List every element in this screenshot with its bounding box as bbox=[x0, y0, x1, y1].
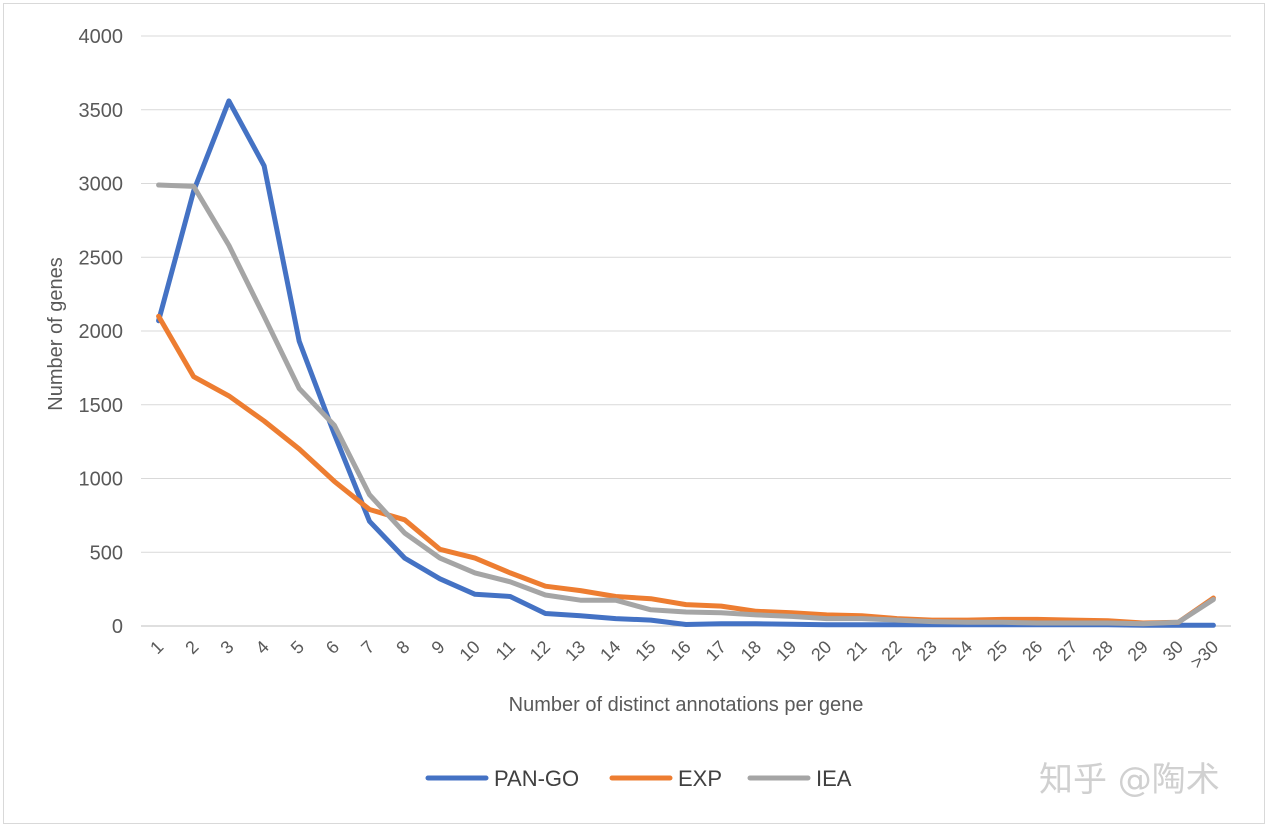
legend-label: EXP bbox=[678, 766, 722, 791]
x-axis-ticks: 1 2 3 4 5 6 7 8 9 10 11 12 13 14 15 16 17 18 19 20 21 22 23 24 2… bbox=[146, 637, 1222, 673]
x-tick-label: 15 bbox=[631, 637, 659, 665]
y-tick-label: 2500 bbox=[79, 247, 124, 269]
x-tick-label: 6 bbox=[322, 637, 343, 658]
y-axis-title: Number of genes bbox=[45, 257, 67, 410]
y-tick-label: 1500 bbox=[79, 395, 124, 417]
gridlines bbox=[141, 35, 1231, 627]
y-tick-label: 4000 bbox=[79, 26, 124, 48]
series-lines bbox=[156, 98, 1216, 628]
x-tick-label: 25 bbox=[983, 637, 1011, 665]
y-tick-label: 500 bbox=[90, 542, 123, 564]
x-tick-label: 23 bbox=[913, 637, 941, 665]
x-tick-label: 28 bbox=[1088, 637, 1116, 665]
x-tick-label: 14 bbox=[596, 637, 624, 665]
legend-label: PAN-GO bbox=[494, 766, 579, 791]
x-tick-label: 1 bbox=[146, 637, 167, 658]
y-tick-label: 3500 bbox=[79, 100, 124, 122]
series-line-exp bbox=[156, 313, 1216, 626]
x-tick-label: >30 bbox=[1187, 637, 1223, 673]
y-axis-ticks: 0 500 1000 1500 2000 2500 3000 3500 4000 bbox=[79, 26, 124, 638]
x-tick-label: 24 bbox=[948, 637, 976, 665]
x-tick-label: 8 bbox=[392, 637, 413, 658]
x-tick-label: 9 bbox=[427, 637, 448, 658]
x-tick-label: 7 bbox=[357, 637, 378, 658]
x-tick-label: 11 bbox=[492, 637, 519, 664]
x-tick-label: 26 bbox=[1018, 637, 1046, 665]
x-tick-label: 3 bbox=[217, 637, 238, 658]
x-tick-label: 5 bbox=[287, 637, 308, 658]
x-tick-label: 22 bbox=[877, 637, 905, 665]
y-tick-label: 1000 bbox=[79, 469, 124, 491]
x-tick-label: 30 bbox=[1159, 637, 1187, 665]
series-line-iea bbox=[156, 182, 1216, 627]
y-tick-label: 0 bbox=[112, 616, 123, 638]
x-tick-label: 27 bbox=[1053, 637, 1081, 665]
x-tick-label: 29 bbox=[1124, 637, 1152, 665]
x-tick-label: 21 bbox=[842, 637, 870, 665]
x-tick-label: 4 bbox=[252, 637, 273, 658]
x-tick-label: 12 bbox=[526, 637, 554, 665]
x-tick-label: 10 bbox=[456, 637, 484, 665]
x-tick-label: 18 bbox=[737, 637, 765, 665]
y-tick-label: 3000 bbox=[79, 174, 124, 196]
legend-label: IEA bbox=[816, 766, 852, 791]
x-tick-label: 17 bbox=[702, 637, 730, 665]
x-tick-label: 16 bbox=[667, 637, 695, 665]
x-tick-label: 13 bbox=[561, 637, 589, 665]
x-tick-label: 20 bbox=[807, 637, 835, 665]
x-axis-title: Number of distinct annotations per gene bbox=[509, 694, 864, 716]
legend: PAN-GO EXP IEA bbox=[425, 766, 852, 791]
x-tick-label: 2 bbox=[181, 637, 202, 658]
y-tick-label: 2000 bbox=[79, 321, 124, 343]
series-line-pan-go bbox=[156, 98, 1216, 628]
x-tick-label: 19 bbox=[772, 637, 800, 665]
watermark: 知乎 @陶术 bbox=[1039, 760, 1220, 800]
